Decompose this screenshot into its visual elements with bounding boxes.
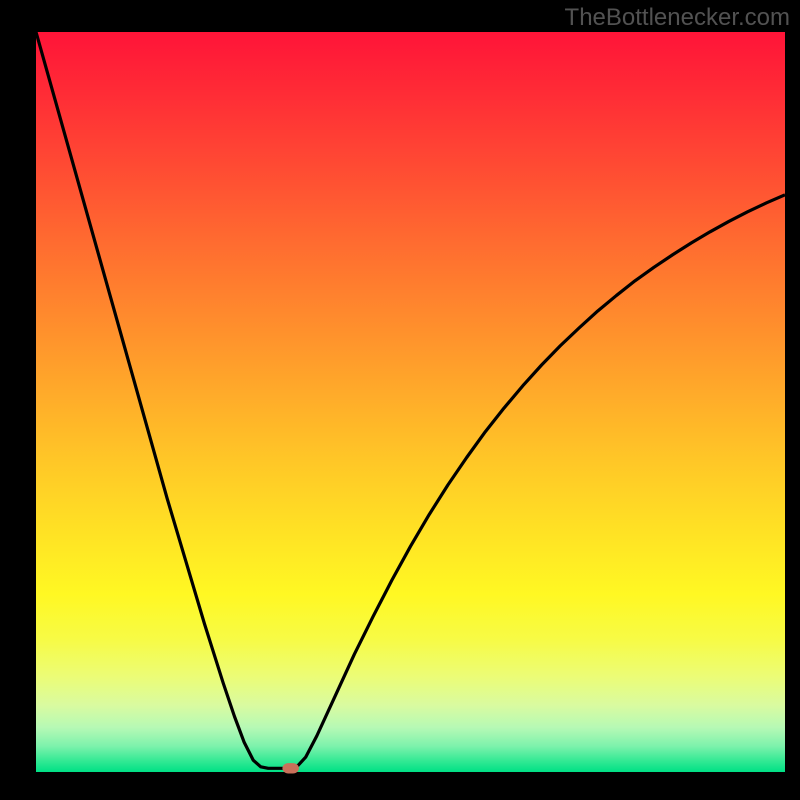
frame-fill	[0, 0, 36, 800]
optimal-marker	[282, 763, 298, 773]
watermark-text: TheBottlenecker.com	[565, 4, 790, 32]
frame-fill	[0, 772, 800, 800]
bottleneck-chart	[0, 0, 800, 800]
plot-background	[36, 32, 785, 772]
frame-fill	[785, 0, 800, 800]
chart-frame: TheBottlenecker.com	[0, 0, 800, 800]
